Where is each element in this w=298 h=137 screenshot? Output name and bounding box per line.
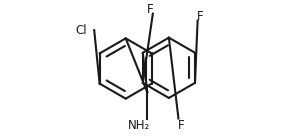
Text: F: F <box>197 10 204 23</box>
Text: F: F <box>147 3 153 16</box>
Text: NH₂: NH₂ <box>128 119 150 132</box>
Text: F: F <box>178 119 184 132</box>
Text: Cl: Cl <box>76 24 87 37</box>
